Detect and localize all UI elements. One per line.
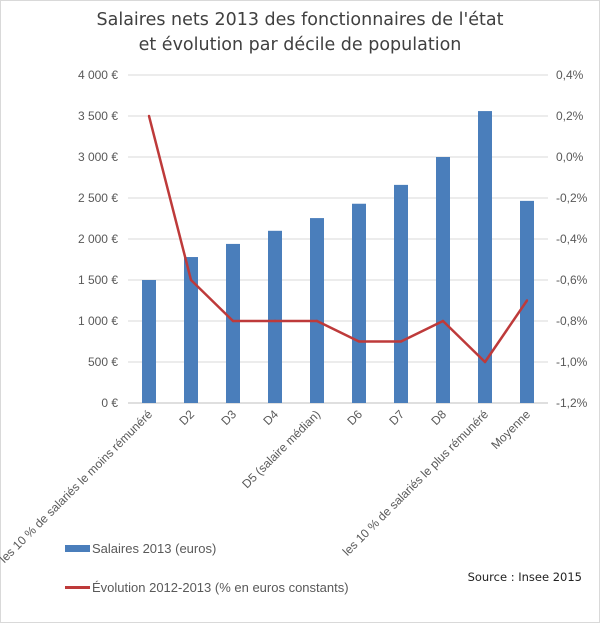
line-point [231, 319, 235, 323]
line-point [483, 360, 487, 364]
right-axis-tick-label: -0,2% [556, 191, 588, 205]
bar [310, 218, 324, 403]
legend-item-salaires: Salaires 2013 (euros) [65, 541, 216, 556]
left-axis-tick-label: 3 000 € [78, 150, 118, 164]
bar [394, 184, 408, 403]
line-point [273, 319, 277, 323]
left-axis-tick-label: 0 € [101, 396, 118, 410]
bar [142, 280, 156, 403]
left-axis-tick-label: 3 500 € [78, 109, 118, 123]
left-axis-tick-label: 4 000 € [78, 68, 118, 82]
legend-label-evolution: Évolution 2012-2013 (% en euros constant… [92, 580, 349, 595]
x-axis-tick-label: D5 (salaire médian) [239, 407, 323, 491]
x-axis-tick-label: D2 [176, 407, 197, 428]
x-axis-tick-label: les 10 % de salariés le plus rémunéré [340, 407, 492, 559]
chart-title-line-2: et évolution par décile de population [138, 35, 462, 55]
left-axis-tick-label: 1 000 € [78, 314, 118, 328]
right-axis-tick-label: -0,6% [556, 273, 588, 287]
left-axis-tick-label: 1 500 € [78, 273, 118, 287]
line-series [147, 114, 529, 364]
line-point [315, 319, 319, 323]
x-axis-tick-label: D8 [428, 407, 449, 428]
left-axis-tick-label: 2 000 € [78, 232, 118, 246]
right-axis-tick-label: -0,4% [556, 232, 588, 246]
chart-title: Salaires nets 2013 des fonctionnaires de… [0, 8, 600, 58]
line-point [525, 299, 529, 302]
right-axis-tick-label: -0,8% [556, 314, 588, 328]
line-point [189, 278, 193, 282]
line-point [357, 340, 361, 343]
line-path [147, 115, 529, 364]
source-note: Source : Insee 2015 [467, 570, 582, 584]
line-point [441, 319, 445, 323]
x-axis-tick-label: D7 [386, 407, 407, 428]
bar-series [142, 111, 534, 403]
x-axis-tick-label: D6 [344, 407, 365, 428]
right-axis-tick-label: -1,0% [556, 355, 588, 369]
bar [352, 203, 366, 403]
bar [268, 230, 282, 403]
left-axis-tick-label: 500 € [88, 355, 118, 369]
x-axis-tick-label: D4 [260, 407, 281, 428]
right-axis-tick-label: 0,0% [556, 150, 584, 164]
right-axis-tick-label: 0,4% [556, 68, 584, 82]
right-axis-tick-label: -1,2% [556, 396, 588, 410]
right-axis-ticks: -1,2% -1,0% -0,8% -0,6% -0,4% -0,2% 0,0% 0,2% 0,… [556, 68, 588, 410]
bar [436, 157, 450, 403]
legend-bar-swatch [65, 545, 90, 552]
legend-item-evolution: Évolution 2012-2013 (% en euros constant… [65, 580, 349, 595]
chart-title-line-1: Salaires nets 2013 des fonctionnaires de… [96, 10, 504, 30]
left-axis-ticks: 0 € 500 € 1 000 € 1 500 € 2 000 € 2 500 € 3 00… [78, 68, 118, 410]
right-axis-tick-label: 0,2% [556, 109, 584, 123]
bar [226, 243, 240, 403]
line-point [399, 340, 403, 343]
left-axis-tick-label: 2 500 € [78, 191, 118, 205]
line-point [147, 114, 151, 118]
x-axis-tick-label: D3 [218, 407, 239, 428]
x-axis-tick-label: Moyenne [488, 407, 533, 452]
legend-line-swatch [65, 586, 90, 589]
bar [184, 257, 198, 403]
bar [478, 111, 492, 403]
legend-label-salaires: Salaires 2013 (euros) [92, 541, 217, 556]
